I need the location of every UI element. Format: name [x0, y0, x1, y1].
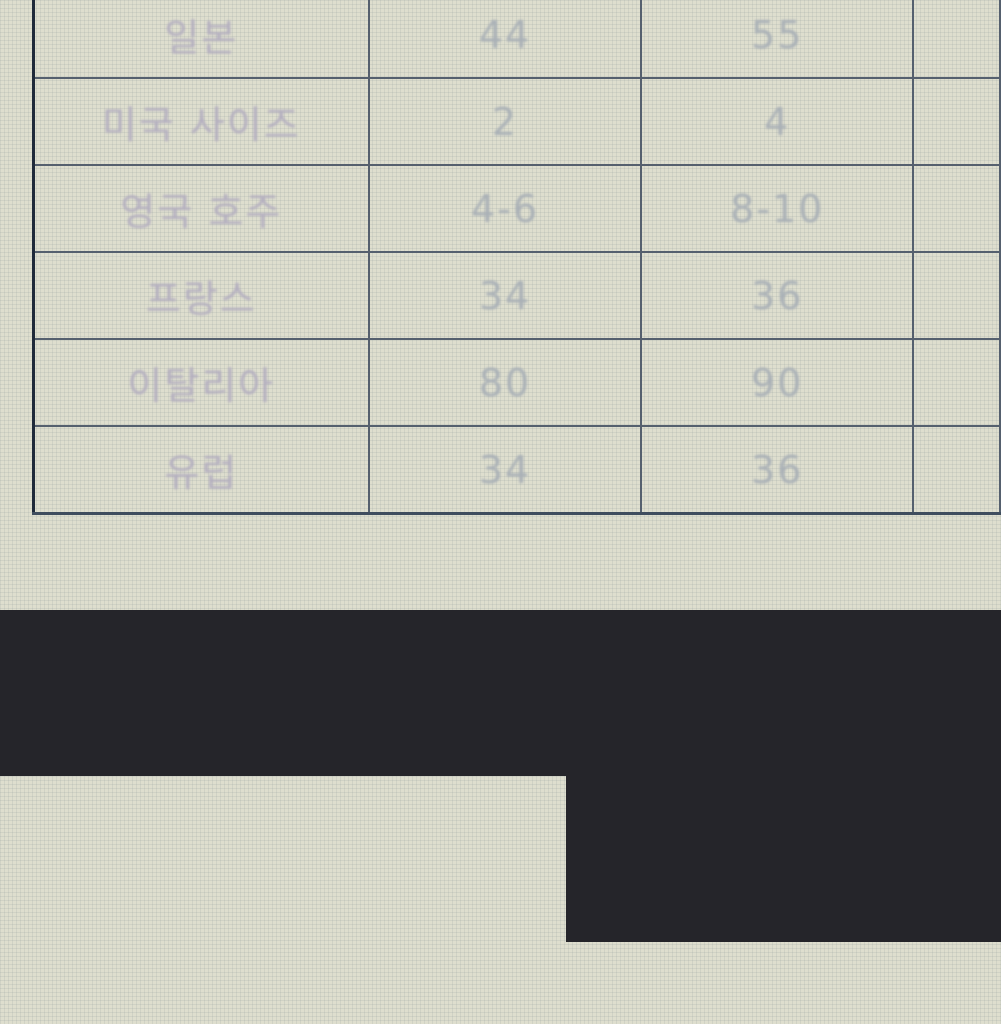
value-cell[interactable]: 4 [640, 77, 915, 166]
value-cell[interactable]: 36 [640, 251, 915, 340]
row-label-cell[interactable]: 미국 사이즈 [31, 77, 370, 166]
value-cell[interactable]: 4-6 [367, 164, 643, 253]
table-row: 유럽 34 36 [31, 425, 1001, 515]
row-label-cell[interactable]: 유럽 [31, 425, 370, 515]
value-cell[interactable]: 55 [640, 0, 915, 79]
value-cell[interactable]: 34 [367, 425, 643, 515]
value-cell[interactable]: 36 [640, 425, 915, 515]
value-cell[interactable]: 34 [367, 251, 643, 340]
table-row: 미국 사이즈 2 4 [31, 77, 1001, 166]
table-row: 이탈리아 80 90 [31, 338, 1001, 427]
value-cell[interactable] [912, 0, 1001, 79]
row-label-cell[interactable]: 영국 호주 [31, 164, 370, 253]
value-cell[interactable]: 44 [367, 0, 643, 79]
value-cell[interactable] [912, 425, 1001, 515]
dark-overlay-band [0, 610, 1001, 776]
value-cell[interactable] [912, 338, 1001, 427]
row-label-cell[interactable]: 프랑스 [31, 251, 370, 340]
value-cell[interactable] [912, 164, 1001, 253]
row-label-cell[interactable]: 일본 [31, 0, 370, 79]
size-conversion-table: 일본 44 55 미국 사이즈 2 4 영국 호주 4-6 8-10 프랑스 3… [31, 0, 1001, 515]
row-label-cell[interactable]: 이탈리아 [31, 338, 370, 427]
table-row: 영국 호주 4-6 8-10 [31, 164, 1001, 253]
value-cell[interactable]: 80 [367, 338, 643, 427]
value-cell[interactable]: 90 [640, 338, 915, 427]
table-row: 프랑스 34 36 [31, 251, 1001, 340]
value-cell[interactable] [912, 77, 1001, 166]
dark-overlay-block [566, 776, 1001, 942]
value-cell[interactable]: 2 [367, 77, 643, 166]
value-cell[interactable] [912, 251, 1001, 340]
value-cell[interactable]: 8-10 [640, 164, 915, 253]
table-row: 일본 44 55 [31, 0, 1001, 79]
